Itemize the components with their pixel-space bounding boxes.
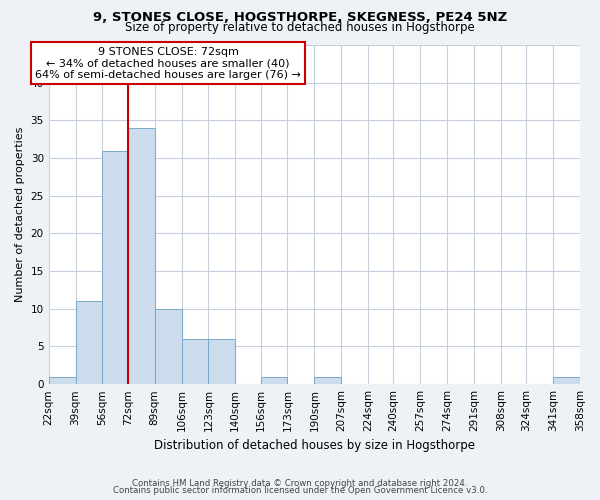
Bar <box>103 150 128 384</box>
Bar <box>260 376 287 384</box>
Y-axis label: Number of detached properties: Number of detached properties <box>15 127 25 302</box>
Text: 9, STONES CLOSE, HOGSTHORPE, SKEGNESS, PE24 5NZ: 9, STONES CLOSE, HOGSTHORPE, SKEGNESS, P… <box>93 11 507 24</box>
Bar <box>155 309 182 384</box>
Bar <box>314 376 341 384</box>
Text: Size of property relative to detached houses in Hogsthorpe: Size of property relative to detached ho… <box>125 21 475 34</box>
Bar <box>49 376 76 384</box>
Bar <box>208 339 235 384</box>
Text: Contains HM Land Registry data © Crown copyright and database right 2024.: Contains HM Land Registry data © Crown c… <box>132 478 468 488</box>
Bar <box>128 128 155 384</box>
X-axis label: Distribution of detached houses by size in Hogsthorpe: Distribution of detached houses by size … <box>154 440 475 452</box>
Bar <box>182 339 208 384</box>
Bar <box>76 302 103 384</box>
Text: Contains public sector information licensed under the Open Government Licence v3: Contains public sector information licen… <box>113 486 487 495</box>
Bar <box>553 376 580 384</box>
Text: 9 STONES CLOSE: 72sqm
← 34% of detached houses are smaller (40)
64% of semi-deta: 9 STONES CLOSE: 72sqm ← 34% of detached … <box>35 46 301 80</box>
